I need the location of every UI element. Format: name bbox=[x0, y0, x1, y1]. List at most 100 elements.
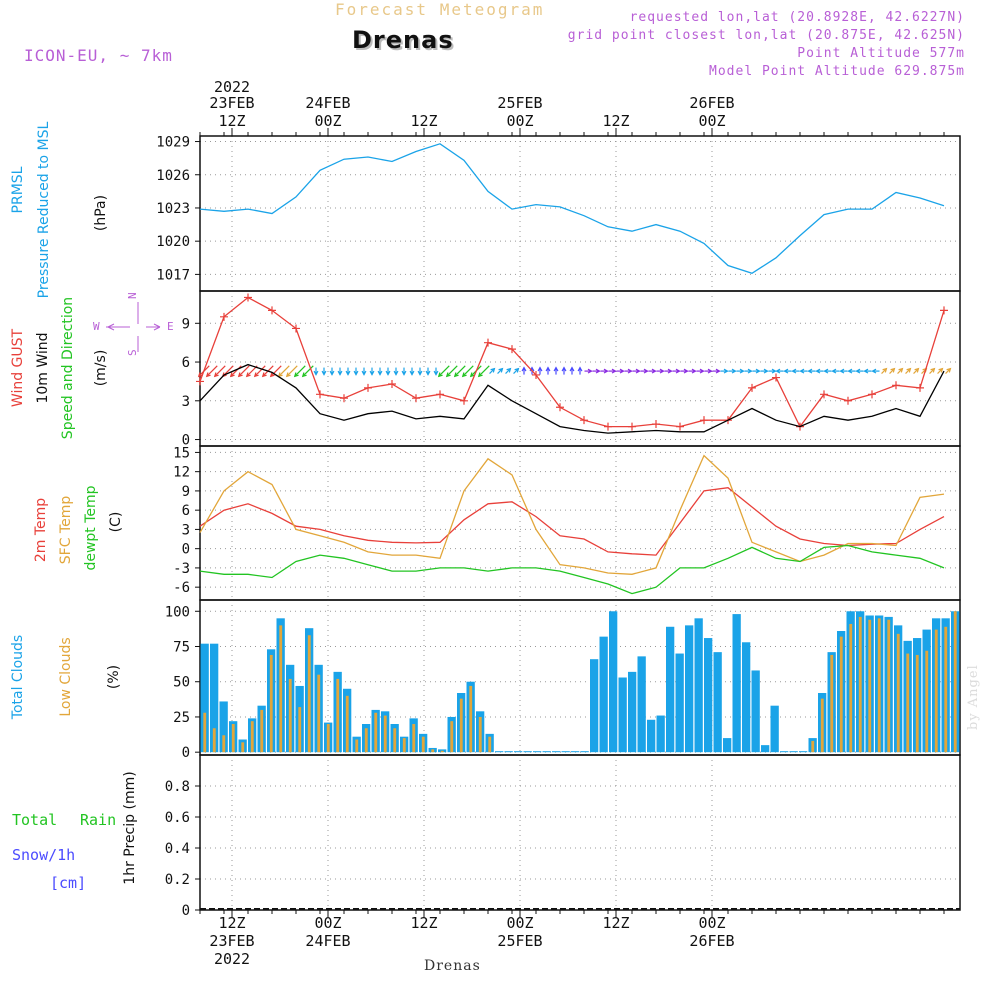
wind-arrow bbox=[454, 365, 466, 377]
top-time-label: 00Z bbox=[314, 112, 341, 130]
total-cloud-bar bbox=[789, 751, 798, 753]
wind-arrow-head bbox=[627, 368, 633, 374]
wind-arrow-head bbox=[229, 372, 235, 378]
top-time-label: 12Z bbox=[410, 112, 437, 130]
total-cloud-bar bbox=[770, 705, 779, 753]
bottom-axis-label: 00Z bbox=[506, 914, 533, 932]
wind-arrow-head bbox=[417, 370, 423, 376]
wind-arrow-head bbox=[321, 370, 327, 376]
wind-arrow-head bbox=[498, 367, 504, 373]
low-cloud-bar bbox=[250, 721, 254, 753]
low-cloud-bar bbox=[212, 728, 216, 753]
low-cloud-bar bbox=[421, 736, 425, 753]
total-cloud-bar bbox=[571, 751, 580, 753]
total-cloud-bar bbox=[504, 751, 513, 753]
wind-arrow-head bbox=[938, 367, 944, 373]
gust-marker bbox=[580, 416, 588, 425]
wind-arrow-head bbox=[561, 366, 567, 372]
low-cloud-bar bbox=[222, 735, 226, 753]
gust-line bbox=[199, 296, 945, 428]
wind-arrow bbox=[270, 365, 282, 377]
gust-marker bbox=[220, 312, 228, 321]
ylabel-10m-wind: 10m Wind bbox=[35, 332, 51, 403]
wind-arrow-head bbox=[890, 367, 896, 373]
wind-arrow-head bbox=[521, 366, 527, 372]
total-cloud-bar bbox=[637, 656, 646, 753]
total-cloud-bar bbox=[552, 751, 561, 753]
ytick-label: 100 bbox=[165, 604, 190, 620]
label-total: Total bbox=[12, 811, 57, 829]
pressure-line bbox=[199, 143, 945, 275]
wind-arrow-head bbox=[490, 367, 496, 373]
low-cloud-bar bbox=[393, 728, 397, 753]
wind-arrow-head bbox=[197, 372, 203, 378]
wind-arrow-head bbox=[577, 366, 583, 372]
wind-arrow-head bbox=[731, 368, 737, 374]
wind-arrow-head bbox=[799, 368, 805, 374]
info-line-1: requested lon,lat (20.8928E, 42.6227N) bbox=[629, 10, 965, 25]
total-cloud-bar bbox=[533, 751, 542, 753]
wind-arrow-head bbox=[506, 367, 512, 373]
wind-arrow bbox=[286, 365, 298, 377]
ylabel-2m-temp: 2m Temp bbox=[33, 498, 49, 562]
ytick-label: -3 bbox=[173, 561, 190, 577]
wind-arrow-head bbox=[285, 372, 291, 378]
wind-arrow-head bbox=[723, 368, 729, 374]
ytick-label: 0.2 bbox=[165, 872, 190, 888]
wind-arrow-head bbox=[815, 368, 821, 374]
wind-arrow-head bbox=[329, 370, 335, 376]
gust-marker bbox=[748, 383, 756, 392]
low-cloud-bar bbox=[469, 685, 473, 753]
bottom-axis-label: 00Z bbox=[314, 914, 341, 932]
gust-marker bbox=[652, 420, 660, 429]
total-cloud-bar bbox=[751, 670, 760, 753]
wind-arrow-head bbox=[635, 368, 641, 374]
low-cloud-bar bbox=[412, 724, 416, 753]
low-cloud-bar bbox=[934, 629, 938, 753]
wind-arrow-head bbox=[537, 366, 543, 372]
low-cloud-bar bbox=[326, 724, 330, 753]
ytick-label: 1020 bbox=[156, 234, 190, 250]
top-date-label: 24FEB bbox=[305, 94, 350, 112]
total-cloud-bar bbox=[713, 652, 722, 753]
bottom-axis-label: 23FEB bbox=[209, 932, 254, 950]
gust-marker bbox=[364, 383, 372, 392]
ylabel-prmsl: PRMSL bbox=[10, 166, 26, 213]
wind-arrow-head bbox=[353, 370, 359, 376]
info-line-2: grid point closest lon,lat (20.875E, 42.… bbox=[567, 28, 965, 43]
info-line-4: Model Point Altitude 629.875m bbox=[709, 64, 965, 79]
wind-arrow bbox=[206, 365, 218, 377]
ytick-label: 1029 bbox=[156, 135, 190, 151]
wind-arrow bbox=[254, 365, 266, 377]
total-cloud-bar bbox=[694, 618, 703, 753]
wind-arrow-head bbox=[213, 372, 219, 378]
wind-arrow-head bbox=[269, 372, 275, 378]
ylabel-wind-gust: Wind GUST bbox=[10, 328, 26, 407]
low-cloud-bar bbox=[203, 712, 207, 753]
wind-arrow-head bbox=[699, 368, 705, 374]
gust-marker bbox=[292, 324, 300, 333]
ylabel-ms: (m/s) bbox=[93, 350, 109, 387]
wind-arrow-head bbox=[345, 370, 351, 376]
total-cloud-bar bbox=[542, 751, 551, 753]
wind-arrow-head bbox=[369, 370, 375, 376]
low-cloud-bar bbox=[877, 618, 881, 753]
label-cm: [cm] bbox=[50, 874, 86, 892]
top-date-label: 26FEB bbox=[689, 94, 734, 112]
gust-marker bbox=[604, 422, 612, 431]
low-cloud-bar bbox=[830, 654, 834, 753]
total-cloud-bar bbox=[704, 638, 713, 753]
faint-title: Forecast Meteogram bbox=[335, 0, 545, 19]
compass-n: N bbox=[126, 292, 139, 299]
total-cloud-bar bbox=[666, 626, 675, 753]
low-cloud-bar bbox=[925, 650, 929, 753]
wind-arrow bbox=[462, 365, 474, 377]
low-cloud-bar bbox=[887, 619, 891, 753]
total-cloud-bar bbox=[618, 677, 627, 753]
wind-arrow-head bbox=[683, 368, 689, 374]
gust-marker bbox=[436, 390, 444, 399]
total-cloud-bar bbox=[675, 653, 684, 753]
label-rain: Rain bbox=[80, 811, 116, 829]
low-cloud-bar bbox=[288, 678, 292, 753]
ylabel-low-clouds: Low Clouds bbox=[58, 637, 74, 716]
